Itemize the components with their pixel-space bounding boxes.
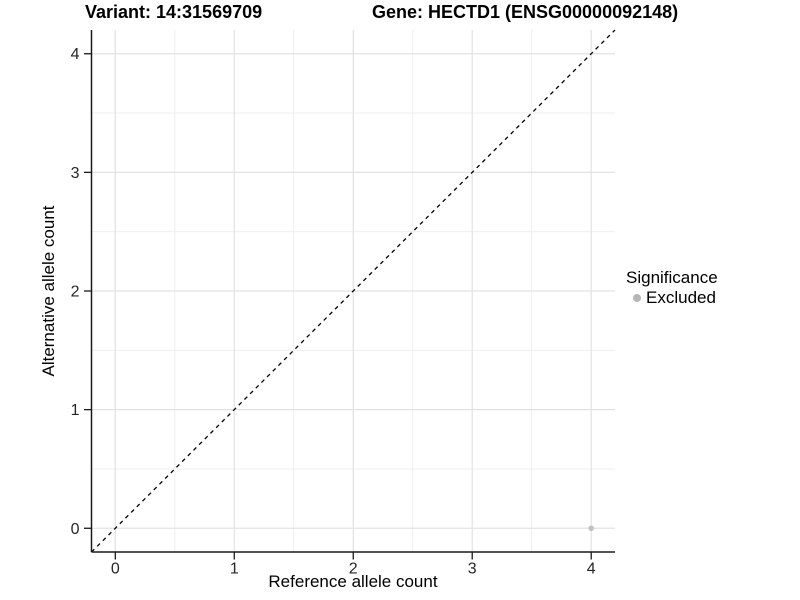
plot-title-variant: Variant: 14:31569709	[85, 2, 263, 22]
x-tick-labels: 0 1 2 3 4	[111, 561, 596, 578]
y-tick-label: 1	[71, 402, 80, 419]
y-tick-label: 0	[71, 521, 80, 538]
legend-item-excluded: Excluded	[626, 288, 718, 308]
major-gridlines	[91, 30, 615, 552]
x-tick-label: 0	[111, 561, 120, 578]
x-tick-label: 3	[468, 561, 477, 578]
y-tick-labels: 0 1 2 3 4	[71, 46, 80, 538]
plot-title-gene: Gene: HECTD1 (ENSG00000092148)	[372, 2, 679, 22]
y-tick-label: 3	[71, 165, 80, 182]
axis-ticks	[84, 53, 592, 560]
legend: Significance Excluded	[626, 268, 718, 308]
x-tick-label: 2	[349, 561, 358, 578]
data-point-excluded	[588, 525, 595, 532]
data-points	[588, 525, 595, 532]
x-axis-title: Reference allele count	[268, 572, 438, 591]
y-tick-label: 2	[71, 284, 80, 301]
legend-item-label: Excluded	[646, 288, 716, 307]
identity-line	[91, 29, 616, 553]
y-tick-label: 4	[71, 46, 80, 63]
x-tick-label: 1	[230, 561, 239, 578]
excluded-point-icon	[633, 294, 641, 302]
legend-title: Significance	[626, 268, 718, 287]
y-axis-title: Alternative allele count	[39, 205, 58, 377]
x-tick-label: 4	[587, 561, 596, 578]
